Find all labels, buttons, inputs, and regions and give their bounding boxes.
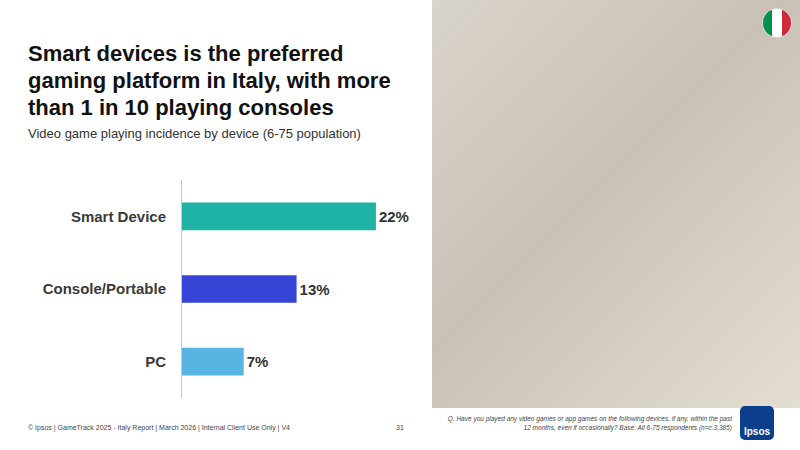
html-text:Ipsos: Ipsos — [743, 426, 771, 437]
html-text:© Ipsos | GameTrack 2025 - Ita: © Ipsos | GameTrack 2025 - Italy Report … — [28, 424, 290, 431]
svg-text:PC: PC — [145, 353, 166, 370]
html-text:Video game playing incidence b: Video game playing incidence by device (… — [28, 126, 361, 141]
svg-text:22%: 22% — [379, 208, 409, 225]
html-text:Smart devices is the preferred: Smart devices is the preferred gaming pl… — [28, 41, 391, 120]
svg-text:Console/Portable: Console/Portable — [43, 280, 166, 297]
svg-text:Smart Device: Smart Device — [71, 208, 166, 225]
svg-text:7%: 7% — [247, 353, 269, 370]
html-text:31: 31 — [396, 424, 404, 431]
svg-text:13%: 13% — [300, 281, 330, 298]
html-text:Q. Have you played any video g: Q. Have you played any video games or ap… — [447, 415, 732, 431]
